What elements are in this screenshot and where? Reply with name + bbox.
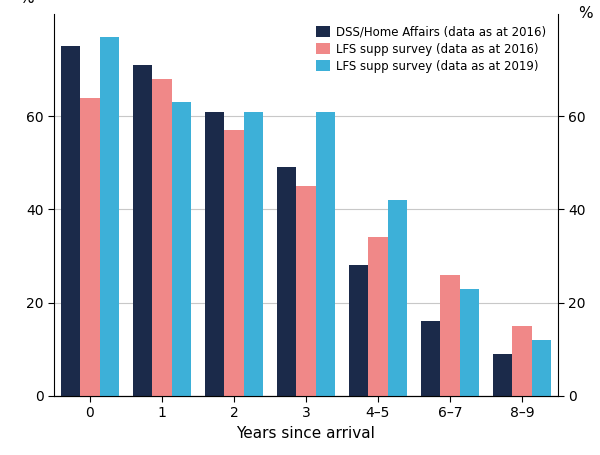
Bar [100,37,119,396]
Bar [493,354,512,396]
Bar [421,321,440,396]
Y-axis label: %: % [578,6,593,21]
Legend: DSS/Home Affairs (data as at 2016), LFS supp survey (data as at 2016), LFS supp : DSS/Home Affairs (data as at 2016), LFS … [310,20,552,79]
Bar [80,97,100,396]
Bar [61,46,80,396]
Bar [277,167,296,396]
Bar [512,326,532,396]
Y-axis label: %: % [19,0,34,6]
Bar [316,111,335,396]
Bar [133,65,152,396]
X-axis label: Years since arrival: Years since arrival [236,426,376,441]
Bar [244,111,263,396]
Bar [388,200,407,396]
Bar [349,265,368,396]
Bar [460,288,479,396]
Bar [532,340,551,396]
Bar [172,102,191,396]
Bar [152,79,172,396]
Bar [224,130,244,396]
Bar [205,111,224,396]
Bar [440,275,460,396]
Bar [296,186,316,396]
Bar [368,238,388,396]
